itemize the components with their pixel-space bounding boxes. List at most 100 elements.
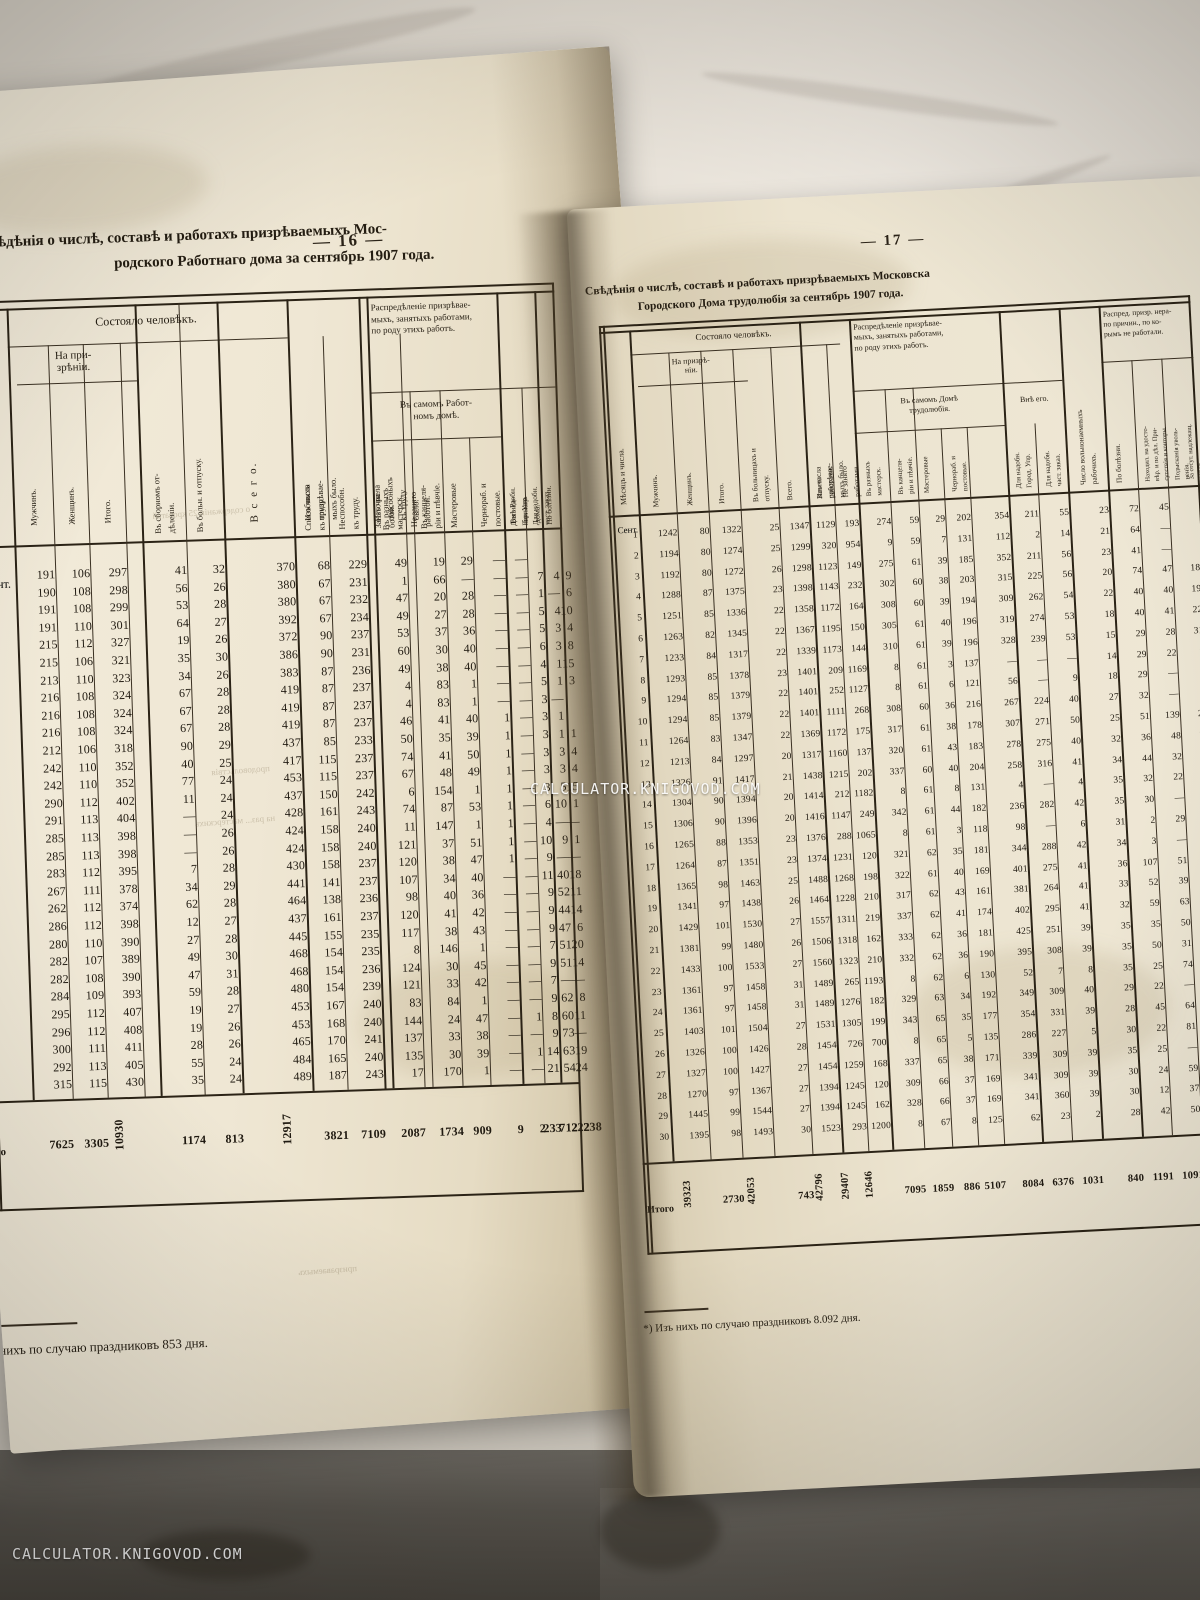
table-cell: 307 (1005, 718, 1021, 730)
table-cell: 301 (110, 617, 130, 633)
table-cell: 298 (109, 582, 129, 597)
left-footnote-rule (0, 1322, 78, 1328)
table-cell: 237 (358, 855, 378, 871)
table-cell: 48 (1170, 731, 1182, 742)
table-cell: 120 (399, 907, 420, 922)
table-cell: 219 (865, 913, 881, 925)
table-cell: 7 (1058, 966, 1064, 977)
table-cell: 211 (1026, 550, 1042, 562)
totals-cell: 29407 (839, 1172, 852, 1200)
table-cell: 174 (976, 907, 993, 919)
table-cell: 35 (1120, 921, 1132, 932)
table-cell: 1429 (678, 922, 699, 934)
table-cell: 395 (118, 863, 138, 879)
table-cell: 20 (1194, 1020, 1200, 1032)
table-cell: 41 (1077, 860, 1089, 872)
table-cell: 25 (787, 876, 799, 887)
table-cell: 39 (1178, 876, 1189, 887)
table-cell: 417 (282, 752, 302, 768)
table-cell: 1367 (751, 1085, 772, 1097)
table-cell: 386 (279, 647, 299, 662)
table-cell: 22 (776, 647, 787, 659)
table-row-day: 13 (640, 779, 652, 791)
table-cell: 42 (474, 975, 488, 990)
table-cell: 50 (1180, 917, 1192, 929)
table-cell: 36 (471, 887, 485, 902)
table-cell: 453 (290, 998, 311, 1014)
table-cell: 327 (110, 635, 130, 650)
table-row-day: 15 (642, 821, 654, 832)
table-cell: 954 (845, 539, 861, 551)
table-cell: 237 (355, 767, 375, 783)
table-cell: 108 (76, 706, 96, 722)
table-cell: 30 (1126, 1024, 1137, 1036)
table-cell: 155 (323, 927, 343, 943)
table-cell: 21 (1100, 526, 1111, 537)
table-cell: 23 (1101, 547, 1112, 558)
table-cell: 190 (979, 949, 995, 960)
table-cell: 55 (1059, 507, 1070, 519)
totals-cell: 12917 (279, 1113, 295, 1146)
table-cell: 115 (88, 1076, 108, 1091)
table-cell: 437 (283, 787, 304, 803)
table-cell: 1394 (735, 794, 757, 806)
table-cell: 240 (363, 1014, 383, 1029)
totals-cell: 7109 (361, 1126, 387, 1142)
table-cell: 309 (905, 1077, 922, 1089)
table-cell: 5 (1091, 1027, 1097, 1038)
table-cell: 84 (706, 651, 717, 662)
right-header-group-prichiny: Распред. призр. нера- по причин., по ко-… (1102, 306, 1172, 339)
table-cell: 26 (228, 1036, 242, 1051)
table-cell: 1294 (667, 715, 688, 727)
table-cell: 408 (123, 1022, 143, 1037)
table-cell: 68 (317, 558, 331, 573)
table-cell: 4 (404, 678, 412, 693)
table-cell: 419 (280, 682, 300, 697)
table-cell: 213 (40, 672, 60, 688)
right-page: — 17 — Свѣдѣнія о числѣ, составѣ и работ… (567, 176, 1200, 1498)
table-cell: 39 (476, 1045, 490, 1061)
table-cell: 90 (180, 738, 194, 754)
table-cell: 196 (961, 616, 978, 628)
table-cell: — (1006, 656, 1018, 667)
table-cell: 42 (1160, 1106, 1171, 1117)
table-cell: 30 (215, 649, 229, 664)
table-cell: 380 (276, 576, 297, 592)
table-cell: 15 (1105, 630, 1116, 641)
table-cell: 1213 (669, 756, 691, 768)
table-cell: 23 (772, 585, 784, 596)
table-cell: 204 (969, 762, 985, 773)
table-cell: 39 (1089, 1089, 1100, 1100)
table-cell: 9 (887, 537, 893, 549)
table-cell: 7 (190, 861, 198, 877)
table-cell: 317 (887, 724, 903, 736)
table-cell: 131 (957, 533, 973, 545)
table-cell: 40 (465, 711, 479, 727)
table-cell: 352 (115, 775, 135, 791)
table-cell: 319 (999, 614, 1016, 626)
table-cell: 60 (397, 643, 411, 658)
table-cell: 98 (405, 889, 419, 905)
table-cell: 39 (466, 729, 480, 744)
table-cell: 110 (78, 759, 97, 775)
table-cell: 90 (320, 646, 334, 661)
table-cell: 191 (38, 619, 58, 635)
table-cell: 108 (75, 689, 95, 704)
table-cell: — (183, 809, 196, 824)
table-cell: 8 (913, 1036, 919, 1047)
table-cell: 38 (476, 1028, 490, 1043)
table-cell: 67 (318, 575, 332, 591)
table-cell: 240 (364, 1049, 384, 1064)
right-header-itogo: Итого. (716, 482, 727, 505)
totals-cell: 8084 (1022, 1177, 1045, 1191)
table-cell: 236 (351, 662, 371, 677)
table-cell: 1403 (683, 1026, 705, 1038)
table-cell: 320 (888, 745, 904, 757)
table-cell: 169 (974, 865, 991, 877)
table-cell: 22 (1156, 1023, 1167, 1034)
totals-cell: 2730 (722, 1193, 746, 1206)
table-cell: 2 (1150, 815, 1156, 826)
table-cell: 405 (124, 1057, 144, 1072)
table-cell: 288 (1041, 841, 1057, 853)
table-cell: 106 (74, 653, 94, 669)
